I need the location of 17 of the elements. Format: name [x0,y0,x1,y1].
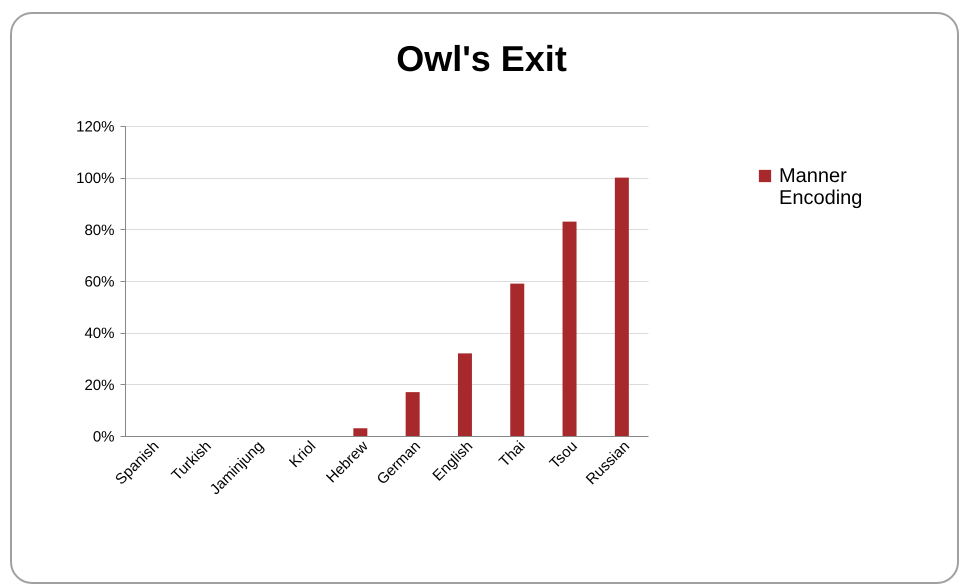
legend-label: Manner Encoding [779,165,862,209]
y-tick-label: 20% [84,376,114,394]
x-tick-label: Tsou [546,438,581,472]
bar [406,392,420,436]
bar [562,222,577,436]
y-tick-label: 0% [92,428,114,446]
bar [614,178,629,436]
bar [510,284,524,436]
y-tick-label: 100% [76,170,114,188]
y-tick-label: 60% [84,274,114,290]
x-tick-label: Thai [496,438,529,470]
chart-title: Owl's Exit [396,38,567,79]
bar [353,428,368,436]
bar [458,353,472,436]
y-tick-label: 40% [84,325,114,342]
y-tick-label: 120% [76,118,114,136]
y-tick-label: 80% [84,222,114,239]
